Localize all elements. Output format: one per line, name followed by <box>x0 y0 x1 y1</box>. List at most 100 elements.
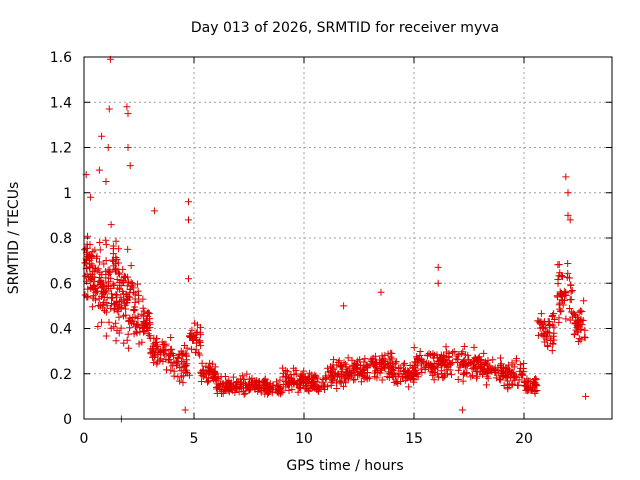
data-point <box>405 383 413 391</box>
data-point <box>157 346 165 354</box>
data-point <box>185 198 192 206</box>
data-point <box>198 359 206 367</box>
data-point <box>145 310 153 318</box>
data-point <box>482 358 490 366</box>
data-point <box>333 384 341 392</box>
data-point <box>125 344 133 352</box>
data-point <box>295 384 303 392</box>
data-point <box>391 359 399 367</box>
data-point <box>257 387 265 395</box>
data-point <box>444 362 452 370</box>
data-point <box>349 362 357 370</box>
data-point <box>124 245 132 253</box>
data-point <box>98 271 106 279</box>
data-point <box>279 364 287 372</box>
data-point <box>459 371 467 379</box>
data-point <box>360 373 368 381</box>
data-point <box>116 285 124 293</box>
data-point <box>218 387 226 395</box>
data-point <box>105 105 113 113</box>
data-point <box>87 193 95 201</box>
data-point <box>149 353 157 361</box>
data-point <box>327 367 335 375</box>
data-point <box>278 388 286 396</box>
data-point <box>416 351 424 359</box>
data-point <box>124 144 132 151</box>
data-point <box>276 376 284 384</box>
data-point <box>158 338 166 346</box>
data-point <box>164 356 172 364</box>
data-point <box>389 370 397 378</box>
axis-ticks <box>83 56 612 420</box>
data-point <box>189 335 197 343</box>
data-point <box>476 357 484 365</box>
data-point <box>107 285 115 293</box>
data-point <box>359 364 367 372</box>
data-point <box>414 373 422 381</box>
data-point <box>549 311 557 319</box>
y-tick-label: 0.6 <box>50 276 72 292</box>
data-point <box>333 373 341 381</box>
data-point <box>556 299 564 307</box>
data-point <box>179 363 187 371</box>
data-point <box>236 378 244 386</box>
data-point <box>394 372 402 380</box>
data-point <box>550 336 558 344</box>
x-tick-labels: 0 5 10 15 20 <box>80 431 533 447</box>
data-point <box>102 299 110 307</box>
data-point <box>140 323 148 331</box>
data-point <box>181 406 189 414</box>
data-point <box>102 177 110 185</box>
data-point <box>188 326 196 334</box>
data-point <box>226 382 234 390</box>
data-point <box>328 368 336 376</box>
data-point <box>532 375 540 383</box>
data-point <box>203 378 211 386</box>
data-point <box>490 366 498 374</box>
data-point <box>175 350 183 358</box>
data-point <box>448 349 456 357</box>
data-point <box>377 288 385 296</box>
data-point <box>105 278 113 286</box>
data-point <box>581 333 589 341</box>
data-point <box>440 352 448 360</box>
x-tick-label: 10 <box>295 431 313 447</box>
data-point <box>300 367 308 375</box>
data-point <box>572 326 580 334</box>
data-point <box>523 375 531 383</box>
data-point <box>544 318 552 326</box>
data-point <box>103 287 111 295</box>
data-point <box>115 313 123 321</box>
y-tick-label: 1 <box>63 186 72 202</box>
data-point <box>539 319 547 327</box>
data-point <box>120 339 128 347</box>
data-point <box>400 359 408 367</box>
data-point <box>199 367 207 375</box>
data-point <box>567 281 575 289</box>
data-point <box>361 355 369 363</box>
data-point <box>103 293 111 301</box>
data-point <box>261 375 269 383</box>
data-point <box>531 378 539 386</box>
data-point <box>410 344 418 352</box>
data-point <box>337 377 345 385</box>
data-point <box>135 297 143 305</box>
data-point <box>205 374 213 382</box>
data-point <box>114 308 122 316</box>
data-point <box>561 287 569 295</box>
data-point <box>510 363 518 371</box>
data-point <box>556 269 564 277</box>
data-point <box>146 334 154 342</box>
data-point <box>182 349 190 357</box>
data-point <box>562 289 570 297</box>
data-point <box>476 368 484 376</box>
data-point <box>120 299 128 307</box>
data-point <box>368 357 376 365</box>
data-point <box>102 241 110 249</box>
data-point <box>470 360 478 368</box>
data-point <box>429 369 437 377</box>
data-point <box>123 103 131 111</box>
data-point <box>84 285 92 293</box>
data-point <box>580 297 588 305</box>
data-point <box>460 342 468 350</box>
